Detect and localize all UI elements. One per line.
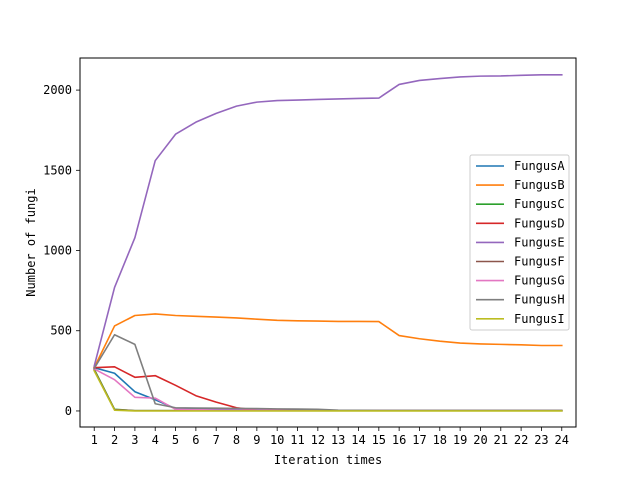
x-tick-label: 5: [172, 433, 179, 447]
y-axis-ticks: 0 500 1000 1500 2000: [43, 83, 80, 418]
x-tick-label: 18: [433, 433, 447, 447]
plot-frame: [79, 57, 577, 428]
series-line-funguse: [93, 74, 563, 368]
y-tick-label: 1000: [43, 244, 72, 258]
x-tick-label: 19: [453, 433, 467, 447]
x-tick-label: 13: [331, 433, 345, 447]
x-tick-label: 2: [111, 433, 118, 447]
x-tick-label: 16: [392, 433, 406, 447]
legend-label-fungusi: FungusI: [514, 312, 565, 326]
x-tick-label: 10: [270, 433, 284, 447]
legend: FungusA FungusB FungusC FungusD FungusE Fungu…: [469, 154, 570, 331]
x-tick-label: 23: [534, 433, 548, 447]
series-line-fungusb: [93, 313, 563, 369]
x-tick-label: 22: [514, 433, 528, 447]
legend-label-fungusc: FungusC: [514, 197, 565, 211]
y-tick-label: 500: [50, 324, 72, 338]
x-tick-label: 17: [412, 433, 426, 447]
legend-label-fungusd: FungusD: [514, 216, 565, 230]
series-line-fungusi: [93, 369, 563, 412]
y-tick-label: 2000: [43, 83, 72, 97]
x-axis-ticks: 1 2 3 4 5 6 7 8 9 10 11 12 13 14 15 16 17 18 19 20 21 22 23 24: [91, 427, 569, 447]
legend-label-fungusg: FungusG: [514, 274, 565, 288]
x-tick-label: 20: [473, 433, 487, 447]
x-tick-label: 15: [372, 433, 386, 447]
legend-frame: [469, 154, 570, 331]
x-tick-label: 12: [311, 433, 325, 447]
x-tick-label: 14: [351, 433, 365, 447]
y-tick-label: 0: [65, 404, 72, 418]
legend-label-fungusb: FungusB: [514, 178, 565, 192]
y-tick-label: 1500: [43, 163, 72, 177]
x-tick-label: 8: [233, 433, 240, 447]
x-tick-label: 4: [152, 433, 159, 447]
x-tick-label: 7: [213, 433, 220, 447]
legend-label-fungusa: FungusA: [514, 159, 565, 173]
x-tick-label: 21: [494, 433, 508, 447]
x-tick-label: 9: [253, 433, 260, 447]
legend-label-funguse: FungusE: [514, 235, 565, 249]
legend-label-fungusf: FungusF: [514, 255, 565, 269]
series-layer: [93, 74, 563, 412]
x-tick-label: 24: [555, 433, 569, 447]
x-tick-label: 3: [131, 433, 138, 447]
x-tick-label: 6: [192, 433, 199, 447]
y-axis-label: Number of fungi: [24, 188, 38, 296]
x-tick-label: 11: [290, 433, 304, 447]
x-tick-label: 1: [91, 433, 98, 447]
legend-label-fungush: FungusH: [514, 293, 565, 307]
x-axis-label: Iteration times: [274, 453, 382, 467]
